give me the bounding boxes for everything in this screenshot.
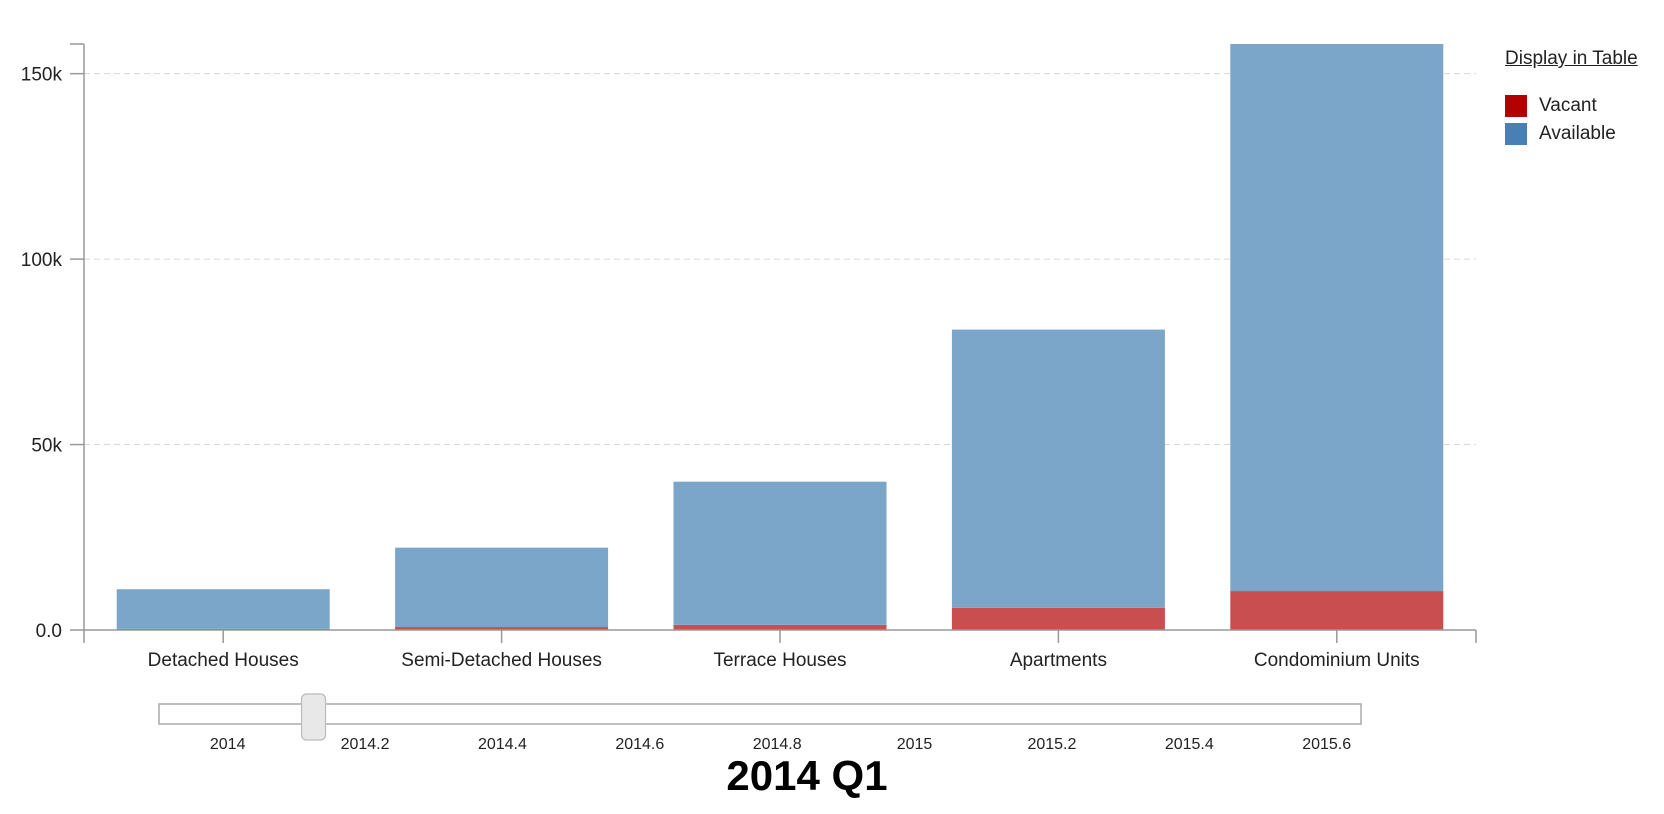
y-tick-label: 100k [21,250,63,271]
bar-vacant [1230,591,1444,630]
x-tick-label: Detached Houses [148,650,299,671]
bar-available [1230,44,1444,592]
legend-item-available[interactable]: Available [1505,120,1638,148]
slider-tick-label: 2014.6 [615,736,664,753]
x-ticks: Detached Houses Semi-Detached Houses Terra… [148,630,1420,671]
slider-tick-label: 2014.2 [341,736,390,753]
bar-available [951,329,1165,608]
display-in-table-link[interactable]: Display in Table [1505,48,1638,69]
y-tick-label: 50k [31,436,62,457]
bar-vacant [395,627,609,630]
vacant-swatch [1505,95,1527,117]
bars [116,44,1444,630]
slider-tick-label: 2015.4 [1165,736,1214,753]
slider-tick-label: 2015.6 [1302,736,1351,753]
legend: Display in Table Vacant Available [1505,48,1638,148]
legend-label-vacant: Vacant [1539,95,1597,116]
legend-item-vacant[interactable]: Vacant [1505,92,1638,120]
slider-ticks: 2014 2014.2 2014.4 2014.6 2014.8 2015 2015.2 20… [210,736,1351,753]
available-swatch [1505,123,1527,145]
x-tick-label: Terrace Houses [713,650,846,671]
slider-tick-label: 2014.8 [753,736,802,753]
bar-available [116,589,330,629]
bar-available [395,547,609,628]
x-tick-label: Apartments [1010,650,1107,671]
legend-label-available: Available [1539,123,1616,144]
bar-vacant [673,624,887,630]
slider-track[interactable] [158,703,1362,725]
slider-tick-label: 2015 [897,736,933,753]
time-slider[interactable]: 2014 2014.2 2014.4 2014.6 2014.8 2015 2015.2 20… [158,693,1362,753]
x-tick-label: Semi-Detached Houses [401,650,602,671]
x-tick-label: Condominium Units [1254,650,1420,671]
y-ticks: 0.0 50k 100k 150k [21,65,84,642]
bar-vacant [951,607,1165,630]
bar-available [673,481,887,625]
y-tick-label: 0.0 [36,621,62,642]
slider-tick-label: 2015.2 [1027,736,1076,753]
slider-tick-label: 2014 [210,736,246,753]
y-tick-label: 150k [21,65,63,86]
slider-handle[interactable] [300,693,327,741]
period-label: 2014 Q1 [726,752,888,799]
slider-tick-label: 2014.4 [478,736,527,753]
